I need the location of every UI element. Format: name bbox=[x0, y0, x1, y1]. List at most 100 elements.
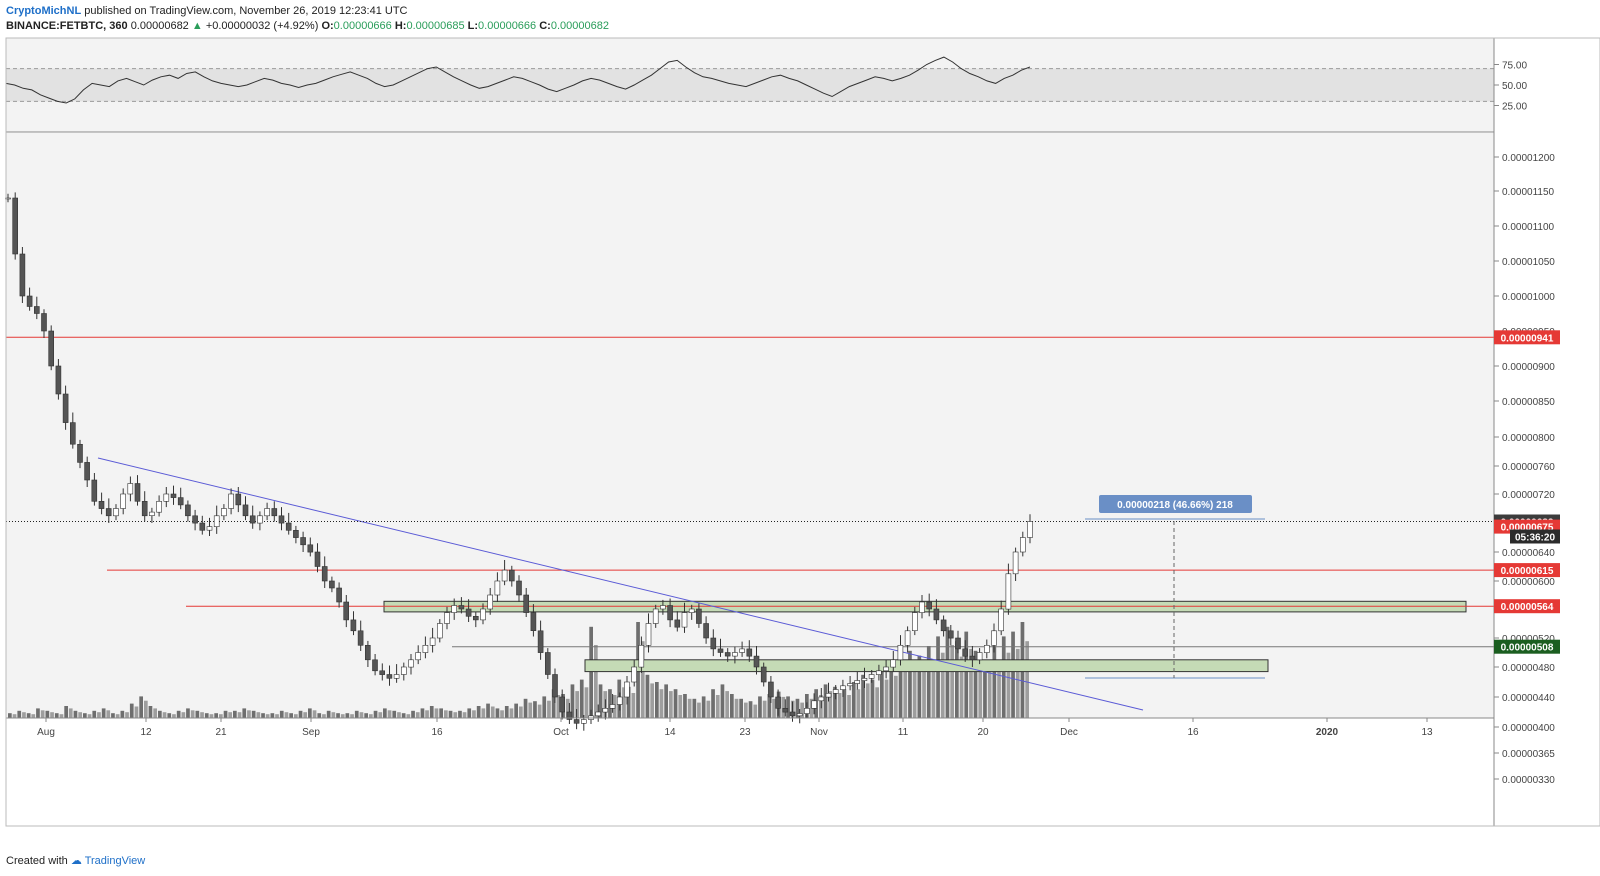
volume-bar bbox=[31, 714, 36, 718]
volume-bar bbox=[204, 713, 209, 718]
chart-frame bbox=[5, 37, 1600, 827]
candle bbox=[480, 608, 486, 621]
candle bbox=[595, 711, 601, 717]
time-tick-label: 2020 bbox=[1316, 727, 1339, 738]
candle bbox=[70, 422, 76, 445]
price-axis[interactable]: 0.00001200 0.00001150 0.00001100 0.00001050… bbox=[1494, 153, 1555, 786]
author-link[interactable]: CryptoMichNL bbox=[6, 5, 82, 17]
price-tick-label: 0.00000400 bbox=[1502, 723, 1555, 734]
volume-bar bbox=[251, 710, 256, 718]
volume-bar bbox=[865, 683, 870, 718]
volume-bar bbox=[190, 710, 195, 718]
volume-bar bbox=[692, 698, 697, 718]
volume-bar bbox=[50, 712, 54, 718]
support-zone[interactable] bbox=[584, 659, 1269, 673]
volume-bar bbox=[837, 693, 842, 718]
volume-bar bbox=[148, 706, 153, 718]
tradingview-logo-icon[interactable]: ☁ bbox=[70, 855, 82, 867]
time-axis[interactable]: Aug 12 21 Sep 16 Oct 14 23 Nov 11 20 Dec 16 2020 13 bbox=[37, 718, 1433, 738]
volume-bar bbox=[725, 691, 729, 718]
candle bbox=[12, 197, 18, 255]
volume-bar bbox=[828, 691, 833, 718]
candle bbox=[264, 508, 270, 517]
candle bbox=[746, 648, 753, 657]
candle bbox=[314, 551, 321, 567]
volume-bar bbox=[734, 698, 739, 718]
volume-bar bbox=[472, 710, 476, 718]
price-tick-label: 0.00000800 bbox=[1502, 433, 1555, 444]
candle bbox=[976, 652, 983, 661]
volume-bar bbox=[317, 713, 322, 718]
volume-bar bbox=[823, 684, 828, 718]
candle bbox=[472, 615, 479, 621]
candle bbox=[487, 594, 494, 610]
candle bbox=[33, 306, 40, 314]
volume-bar bbox=[589, 626, 593, 718]
candle bbox=[120, 493, 126, 509]
candle bbox=[537, 630, 544, 653]
volume-bar bbox=[762, 700, 767, 718]
candle bbox=[156, 500, 162, 513]
volume-bar bbox=[528, 702, 533, 718]
last-price: 0.00000682 bbox=[130, 20, 189, 32]
candle bbox=[1005, 573, 1012, 610]
candle bbox=[811, 700, 817, 709]
volume-bar bbox=[40, 710, 45, 718]
volume-bar bbox=[575, 691, 579, 718]
low-label: L: bbox=[467, 20, 479, 32]
level-price-tag-text: 0.00000508 bbox=[1501, 643, 1554, 654]
volume-bar bbox=[504, 706, 509, 718]
candle bbox=[501, 569, 508, 582]
volume-bar bbox=[537, 704, 542, 718]
volume-bar bbox=[514, 703, 518, 718]
volume-bar bbox=[247, 710, 251, 718]
volume-bar bbox=[898, 660, 903, 718]
volume-bar bbox=[186, 708, 190, 718]
volume-bar bbox=[640, 641, 645, 718]
rsi-tick-label: 25.00 bbox=[1502, 102, 1527, 113]
volume-bar bbox=[495, 708, 500, 718]
tradingview-link[interactable]: TradingView bbox=[84, 855, 146, 867]
candle bbox=[350, 619, 357, 632]
candle bbox=[429, 637, 436, 646]
volume-bar bbox=[36, 708, 40, 718]
volume-bar bbox=[748, 701, 753, 718]
candle bbox=[199, 522, 206, 531]
volume-bar bbox=[111, 713, 115, 718]
volume-bar bbox=[275, 714, 279, 718]
volume-bar bbox=[354, 710, 359, 718]
time-tick-label: 23 bbox=[739, 727, 751, 738]
measure-tool[interactable]: 0.00000218 (46.66%) 218 bbox=[1085, 495, 1265, 679]
trendline[interactable] bbox=[97, 457, 1144, 711]
price-tick-label: 0.00001000 bbox=[1502, 292, 1555, 303]
price-tick-label: 0.00001100 bbox=[1502, 222, 1555, 233]
volume-bar bbox=[744, 702, 748, 718]
volume-bar bbox=[1015, 648, 1020, 718]
volume-bar bbox=[1001, 636, 1006, 718]
volume-bar bbox=[500, 710, 504, 718]
candle bbox=[739, 648, 745, 653]
volume-bar bbox=[490, 706, 495, 718]
volume-bar bbox=[730, 694, 734, 718]
price-change: +0.00000032 (+4.92%) bbox=[205, 20, 319, 32]
candle bbox=[688, 608, 695, 613]
volume-bar bbox=[214, 713, 218, 718]
level-price-tag-text: 0.00000675 bbox=[1501, 523, 1554, 534]
volume-bar bbox=[458, 710, 462, 718]
candle bbox=[257, 515, 263, 524]
price-tick-label: 0.00000440 bbox=[1502, 693, 1555, 704]
volume-bar bbox=[997, 660, 1001, 718]
volume-bar bbox=[303, 712, 307, 718]
candle bbox=[638, 644, 645, 668]
open-value: 0.00000666 bbox=[333, 20, 392, 32]
measure-label: 0.00000218 (46.66%) 218 bbox=[1117, 500, 1233, 511]
volume-bar bbox=[664, 684, 668, 718]
volume-bar bbox=[917, 655, 922, 718]
candle bbox=[911, 612, 918, 631]
rsi-tick-label: 50.00 bbox=[1502, 81, 1527, 92]
candle bbox=[660, 605, 666, 610]
candle bbox=[300, 537, 306, 546]
price-tick-label: 0.00001150 bbox=[1502, 187, 1555, 198]
volume-bar bbox=[678, 695, 683, 718]
